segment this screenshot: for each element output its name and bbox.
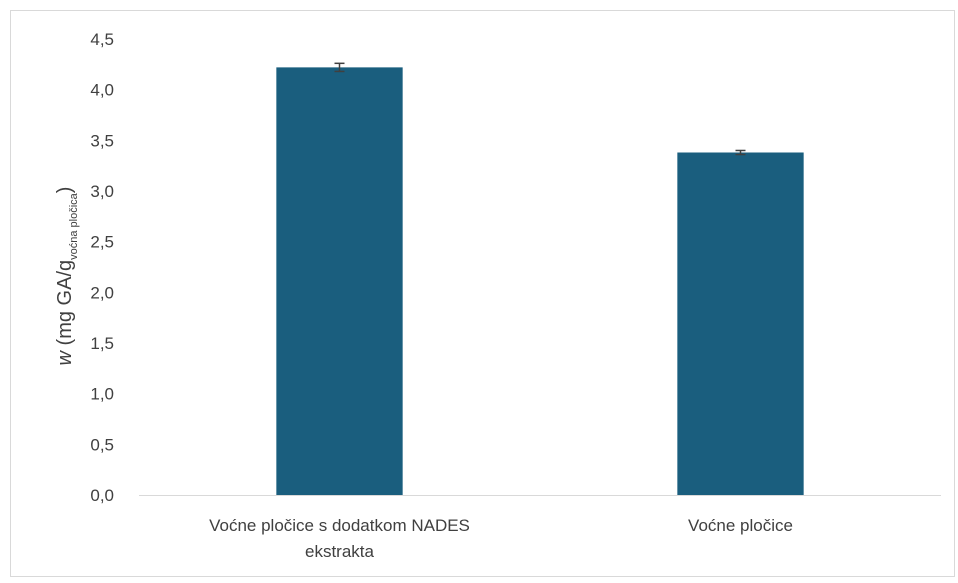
y-label-close: ) xyxy=(54,187,76,194)
bar xyxy=(677,152,804,495)
y-label-italic: w xyxy=(54,349,76,365)
error-bar xyxy=(735,149,746,156)
y-axis-label: w (mg GA/gvoćna pločica) xyxy=(54,187,80,366)
x-category-label: Voćne pločice xyxy=(688,516,793,535)
y-tick-label: 0,5 xyxy=(90,435,114,454)
y-label-subscript: voćna pločica xyxy=(68,192,80,260)
y-axis-ticks: 0,0 0,5 1,0 1,5 2,0 2,5 3,0 3,5 4,0 4,5 xyxy=(90,30,114,505)
error-bars xyxy=(334,62,746,156)
y-tick-label: 4,0 xyxy=(90,81,114,100)
y-tick-label: 1,5 xyxy=(90,334,114,353)
category-labels: Voćne pločice s dodatkom NADES ekstrakta V… xyxy=(209,516,793,561)
error-bar xyxy=(334,62,345,73)
y-tick-label: 3,0 xyxy=(90,182,114,201)
y-tick-label: 4,5 xyxy=(90,30,114,49)
y-tick-label: 0,0 xyxy=(90,486,114,505)
x-category-label: Voćne pločice s dodatkom NADES ekstrakta xyxy=(209,516,470,561)
bars xyxy=(276,67,804,495)
y-tick-label: 2,5 xyxy=(90,233,114,252)
chart-frame: w (mg GA/gvoćna pločica) 0,0 0,5 1,0 1,5 2,0… xyxy=(10,10,955,577)
y-tick-label: 2,0 xyxy=(90,283,114,302)
y-axis-label-text: w (mg GA/gvoćna pločica) xyxy=(54,187,80,366)
bar-chart: w (mg GA/gvoćna pločica) 0,0 0,5 1,0 1,5 2,0… xyxy=(54,30,941,561)
y-label-main: (mg GA/g xyxy=(54,260,76,351)
y-tick-label: 3,5 xyxy=(90,131,114,150)
y-tick-label: 1,0 xyxy=(90,385,114,404)
bar xyxy=(276,67,403,495)
